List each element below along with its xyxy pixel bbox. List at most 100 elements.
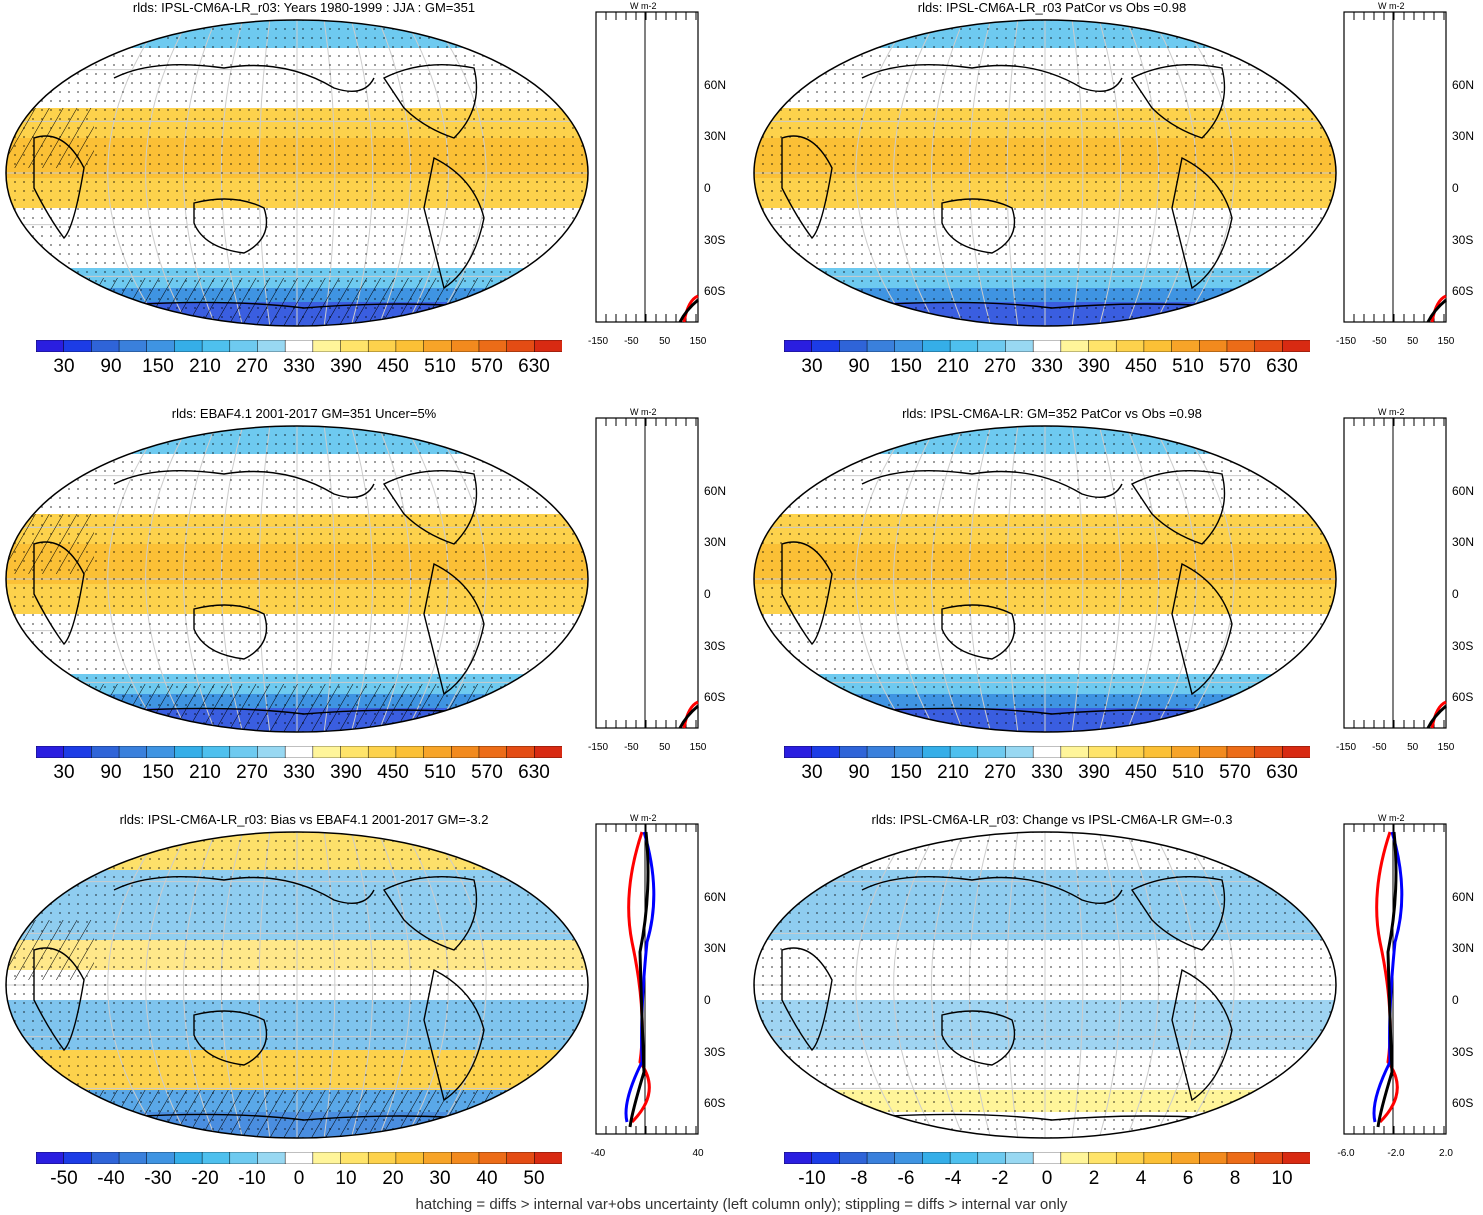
colorbar-swatch [146,340,176,352]
colorbar-swatch [91,340,120,352]
latitude-label: 60N [1452,77,1475,92]
colorbar-tick-label: 570 [471,356,503,377]
coastline [941,604,1016,660]
zonal-x-axis-labels: -40 40 [590,1148,712,1162]
colorbar-tick-label: -20 [191,1168,219,1189]
colorbar-tick-label: 10 [1271,1168,1293,1189]
colorbar-swatch [284,340,314,352]
colorbar-swatch [257,746,286,758]
colorbar-swatch [1282,340,1310,352]
colorbar-swatch [367,1152,397,1164]
colorbar-tick-label: 30 [429,1168,451,1189]
colorbar-swatch [118,340,148,352]
zonal-curve [682,700,699,729]
coastline [861,469,1123,498]
coastline [113,63,375,92]
colorbar-swatch [1254,1152,1284,1164]
colorbar-tick-label: 20 [382,1168,404,1189]
colorbar-swatch [63,746,93,758]
colorbar-swatch [174,340,203,352]
hatching-region [6,514,94,574]
colorbar-swatch [146,1152,176,1164]
latitude-label: 0 [704,993,711,1007]
colorbar-swatch [1005,746,1034,758]
colorbar-swatch [63,1152,93,1164]
colorbar-tick-label: 90 [100,762,122,783]
colorbar-swatch [1088,746,1117,758]
colorbar-swatch [478,340,508,352]
colorbar-labels: -10 -8 -6 -4 -2 0 2 4 6 8 10 [784,1168,1310,1192]
latitude-label: 0 [1452,993,1459,1007]
zonal-curve [628,831,650,1128]
zonal-x-tick-label: -50 [1372,742,1387,753]
colorbar-tick-label: 510 [424,356,456,377]
colorbar-tick-label: 450 [1125,762,1157,783]
colorbar-swatch [36,1152,65,1164]
zonal-curve [1430,700,1447,729]
colorbar-swatch [977,1152,1007,1164]
hatching-region [6,278,588,326]
zonal-mean-plot [595,11,699,323]
zonal-x-tick-label: 50 [1407,742,1419,753]
colorbar-swatch [229,1152,259,1164]
colorbar-swatch [91,1152,120,1164]
colorbar-tick-label: 150 [890,356,922,377]
colorbar-swatch [1060,746,1090,758]
zonal-curve [678,704,699,729]
colorbar-tick-label: 450 [1125,356,1157,377]
colorbar-swatch [1226,340,1256,352]
panel-title: rlds: IPSL-CM6A-LR_r03 PatCor vs Obs =0.… [917,0,1187,15]
zonal-x-axis-labels: -150 -50 50 150 [588,742,712,756]
colorbar-tick-label: 390 [330,356,362,377]
zonal-x-tick-label: -50 [624,336,639,347]
colorbar-swatch [146,746,176,758]
zonal-x-tick-label: -2.0 [1387,1148,1405,1159]
colorbar-tick-label: -10 [238,1168,266,1189]
colorbar-labels: 30 90 150 210 270 330 390 450 510 570 630 [36,762,562,786]
panel-title: rlds: IPSL-CM6A-LR: GM=352 PatCor vs Obs… [902,406,1202,421]
latitude-label: 60N [704,889,727,904]
colorbar-swatch [63,340,93,352]
colorbar-tick-label: -10 [798,1168,826,1189]
hatching-region [6,1090,588,1138]
colorbar-swatch [91,746,120,758]
latitude-label: 30N [1452,535,1475,550]
panel-p4: rlds: IPSL-CM6A-LR: GM=352 PatCor vs Obs… [752,406,1483,806]
colorbar-tick-label: -6 [897,1168,915,1189]
colorbar-swatch [922,746,951,758]
colorbar-swatch [257,340,286,352]
colorbar-swatch [1115,340,1145,352]
latitude-label: 0 [1452,181,1459,195]
coastline [423,156,485,290]
panel-p5: rlds: IPSL-CM6A-LR_r03: Bias vs EBAF4.1 … [4,812,744,1212]
zonal-x-tick-label: -40 [590,1148,606,1159]
colorbar-swatch [1060,1152,1090,1164]
colorbar-swatch [478,1152,508,1164]
colorbar-tick-label: 630 [518,356,550,377]
colorbar-swatch [949,746,979,758]
colorbar-swatch [1143,1152,1173,1164]
colorbar-swatch [1032,1152,1062,1164]
colorbar-swatch [866,340,896,352]
colorbar-tick-label: 30 [801,356,823,377]
colorbar-swatch [977,746,1007,758]
colorbar-tick-label: -8 [850,1168,868,1189]
coastline [1130,876,1226,951]
colorbar-swatch [312,746,342,758]
colorbar-tick-label: 90 [848,356,870,377]
zonal-curve [1430,294,1447,323]
colorbar-tick-label: 570 [1219,356,1251,377]
colorbar-tick-label: 150 [142,762,174,783]
colorbar-tick-label: 0 [293,1168,305,1189]
zonal-x-tick-label: -50 [1372,336,1387,347]
colorbar-swatch [1199,1152,1228,1164]
coastline [113,875,375,904]
colorbar-swatch [1254,340,1284,352]
zonal-x-tick-label: 2.0 [1439,1148,1453,1159]
zonal-mean-plot [1343,823,1447,1135]
colorbar-swatch [340,746,369,758]
latitude-label: 60S [704,690,726,705]
figure-footer-note: hatching = diffs > internal var+obs unce… [415,1196,1068,1213]
coastline [382,64,478,139]
colorbar-labels: 30 90 150 210 270 330 390 450 510 570 630 [784,356,1310,380]
